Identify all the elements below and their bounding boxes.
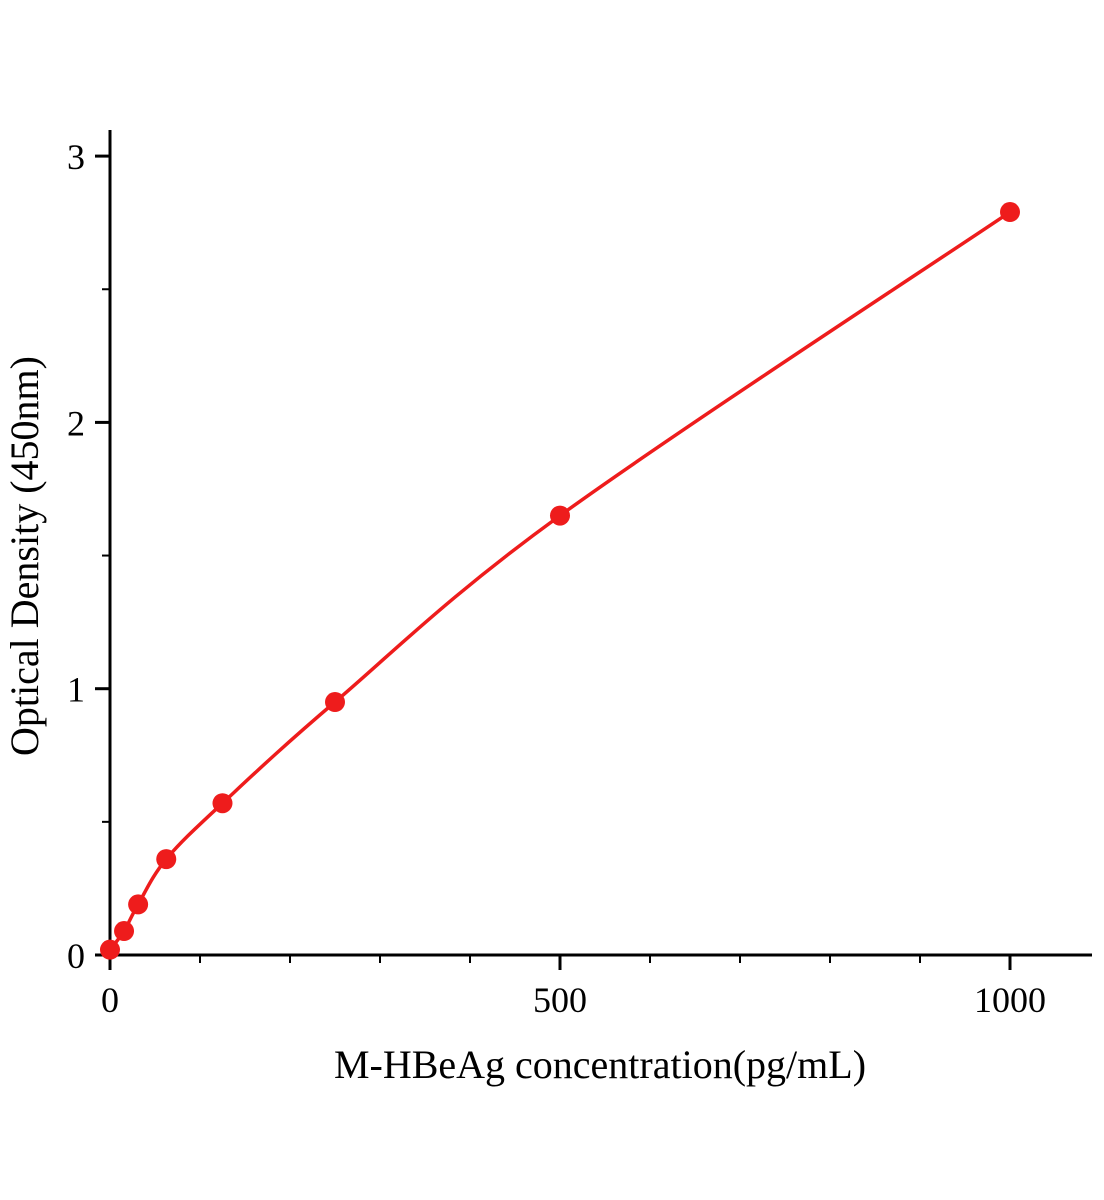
data-points xyxy=(100,202,1020,960)
x-tick-label: 0 xyxy=(101,980,119,1020)
x-tick-label: 500 xyxy=(533,980,587,1020)
data-point xyxy=(114,921,135,942)
axes xyxy=(108,130,1092,957)
y-tick-label: 0 xyxy=(67,936,85,976)
x-axis-title: M-HBeAg concentration(pg/mL) xyxy=(334,1042,866,1087)
y-tick-label: 2 xyxy=(67,403,85,443)
y-axis-title: Optical Density (450nm) xyxy=(2,356,47,756)
standard-curve-line xyxy=(108,210,1012,952)
axis-ticks xyxy=(95,154,1012,970)
y-tick-label: 3 xyxy=(67,137,85,177)
data-point xyxy=(100,939,120,960)
data-point xyxy=(212,793,233,814)
y-tick-label: 1 xyxy=(67,670,85,710)
tick-labels: 0 500 1000 0 1 2 3 xyxy=(67,137,1046,1020)
data-point xyxy=(128,894,149,915)
data-point xyxy=(550,505,570,526)
x-tick-label: 1000 xyxy=(974,980,1046,1020)
data-point xyxy=(325,692,345,713)
data-point xyxy=(1000,202,1020,223)
fitted-curve xyxy=(108,210,1012,952)
data-point xyxy=(156,849,177,870)
